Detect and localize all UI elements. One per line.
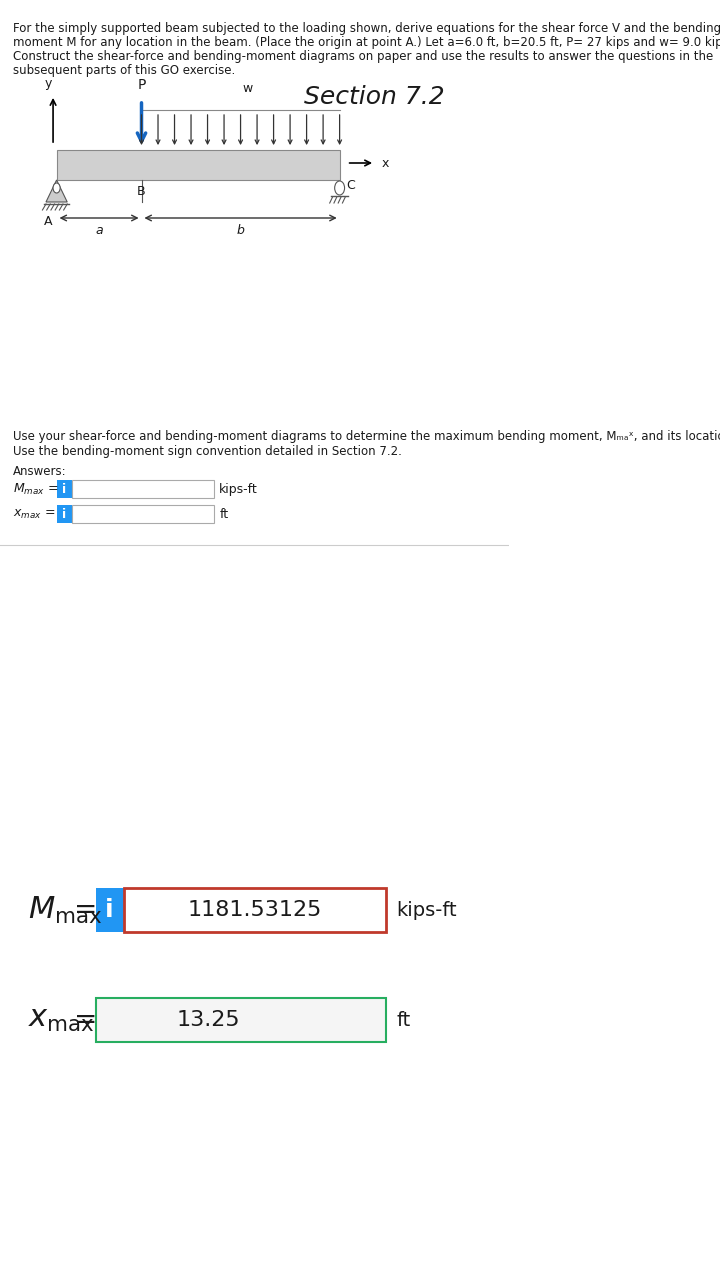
Text: kips-ft: kips-ft <box>396 901 457 919</box>
Polygon shape <box>46 180 67 202</box>
Text: 1181.53125: 1181.53125 <box>187 900 322 920</box>
Text: A: A <box>44 215 53 228</box>
FancyBboxPatch shape <box>72 480 214 498</box>
Text: ft: ft <box>220 507 228 521</box>
Text: w: w <box>243 82 253 95</box>
Text: =: = <box>74 1006 98 1034</box>
Text: Answers:: Answers: <box>13 465 66 477</box>
Text: 13.25: 13.25 <box>177 1010 240 1030</box>
Text: Use the bending-moment sign convention detailed in Section 7.2.: Use the bending-moment sign convention d… <box>13 445 402 458</box>
FancyBboxPatch shape <box>72 506 214 524</box>
Text: ft: ft <box>396 1010 410 1029</box>
FancyBboxPatch shape <box>96 888 124 932</box>
Text: $x_{\mathrm{max}}$: $x_{\mathrm{max}}$ <box>28 1006 95 1034</box>
Text: i: i <box>63 483 66 495</box>
Text: moment M for any location in the beam. (Place the origin at point A.) Let a=6.0 : moment M for any location in the beam. (… <box>13 36 720 49</box>
Circle shape <box>53 183 60 193</box>
FancyBboxPatch shape <box>57 480 72 498</box>
Text: $M_{max}$ =: $M_{max}$ = <box>13 481 58 497</box>
Text: y: y <box>45 77 52 90</box>
Text: P: P <box>138 78 145 92</box>
Text: i: i <box>63 507 66 521</box>
Text: $x_{max}$ =: $x_{max}$ = <box>13 507 55 521</box>
Circle shape <box>335 180 345 195</box>
Text: i: i <box>105 899 114 922</box>
Text: x: x <box>382 156 390 169</box>
FancyBboxPatch shape <box>96 998 386 1042</box>
Text: Section 7.2: Section 7.2 <box>305 84 445 109</box>
Text: For the simply supported beam subjected to the loading shown, derive equations f: For the simply supported beam subjected … <box>13 22 720 35</box>
Text: C: C <box>347 178 356 192</box>
Text: Construct the shear-force and bending-moment diagrams on paper and use the resul: Construct the shear-force and bending-mo… <box>13 50 713 63</box>
Text: Use your shear-force and bending-moment diagrams to determine the maximum bendin: Use your shear-force and bending-moment … <box>13 430 720 443</box>
Text: a: a <box>95 224 103 237</box>
Text: kips-ft: kips-ft <box>220 483 258 495</box>
Text: subsequent parts of this GO exercise.: subsequent parts of this GO exercise. <box>13 64 235 77</box>
FancyBboxPatch shape <box>57 506 72 524</box>
Text: b: b <box>237 224 245 237</box>
FancyBboxPatch shape <box>124 888 386 932</box>
Text: =: = <box>74 896 98 924</box>
Text: $M_{\mathrm{max}}$: $M_{\mathrm{max}}$ <box>28 895 102 925</box>
FancyBboxPatch shape <box>57 150 340 180</box>
Text: B: B <box>138 186 146 198</box>
